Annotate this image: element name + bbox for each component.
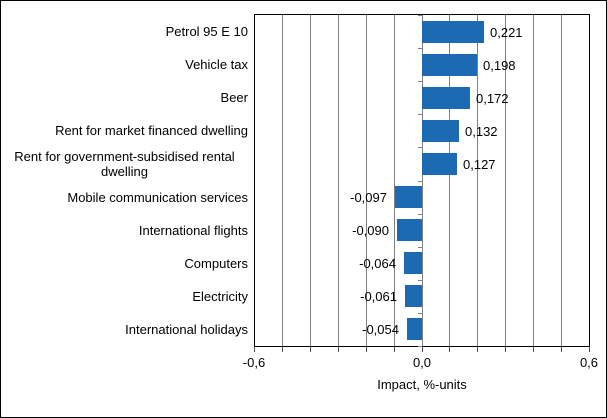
- category-tick: [418, 214, 422, 215]
- value-label: 0,172: [476, 90, 509, 106]
- category-tick: [418, 114, 422, 115]
- bar: [422, 21, 484, 43]
- gridline: [366, 15, 367, 346]
- bar: [407, 318, 422, 340]
- x-tick: [338, 347, 339, 352]
- gridline: [338, 15, 339, 346]
- x-axis-title: Impact, %-units: [377, 377, 467, 392]
- category-label: Mobile communication services: [67, 190, 248, 205]
- x-tick-label: -0,6: [242, 355, 266, 370]
- category-tick: [418, 181, 422, 182]
- gridline: [561, 15, 562, 346]
- x-tick: [505, 347, 506, 352]
- category-label: Rent for government-subsidised rental dw…: [14, 148, 235, 179]
- category-tick: [418, 247, 422, 248]
- category-tick: [418, 147, 422, 148]
- gridline: [422, 15, 423, 346]
- category-tick: [418, 48, 422, 49]
- bar: [422, 120, 459, 142]
- x-tick-label: 0,0: [412, 355, 432, 370]
- bar: [422, 153, 457, 175]
- category-label: Computers: [184, 256, 248, 271]
- gridline: [533, 15, 534, 346]
- x-tick: [366, 347, 367, 352]
- bar: [397, 219, 422, 241]
- x-tick: [394, 347, 395, 352]
- value-label: -0,061: [360, 288, 397, 304]
- category-label: International flights: [138, 223, 248, 238]
- value-label: -0,054: [362, 321, 399, 337]
- gridline: [505, 15, 506, 346]
- category-tick: [418, 15, 422, 16]
- x-tick: [282, 347, 283, 352]
- category-label: Electricity: [192, 289, 248, 304]
- gridline: [394, 15, 395, 346]
- category-tick: [418, 313, 422, 314]
- category-tick: [418, 81, 422, 82]
- gridline: [282, 15, 283, 346]
- category-label: Vehicle tax: [185, 57, 248, 72]
- x-tick: [449, 347, 450, 352]
- category-label: Petrol 95 E 10: [165, 24, 248, 39]
- gridline: [477, 15, 478, 346]
- value-label: 0,221: [490, 24, 523, 40]
- category-tick: [418, 346, 422, 347]
- x-tick: [422, 347, 423, 352]
- value-label: -0,064: [359, 255, 396, 271]
- value-label: -0,097: [350, 189, 387, 205]
- plot-area: [254, 14, 590, 347]
- gridline: [310, 15, 311, 346]
- value-label: 0,127: [463, 156, 496, 172]
- bar: [405, 285, 422, 307]
- category-tick: [418, 280, 422, 281]
- x-tick-label: 0,6: [579, 355, 599, 370]
- bar: [395, 186, 422, 208]
- value-label: 0,132: [465, 123, 498, 139]
- bar: [422, 87, 470, 109]
- x-tick: [561, 347, 562, 352]
- category-label: International holidays: [125, 322, 248, 337]
- bar: [422, 54, 477, 76]
- x-tick: [533, 347, 534, 352]
- gridline: [449, 15, 450, 346]
- category-label: Rent for market financed dwelling: [55, 123, 248, 138]
- x-tick: [589, 347, 590, 352]
- x-tick: [254, 347, 255, 352]
- category-label: Beer: [220, 90, 248, 105]
- x-tick: [310, 347, 311, 352]
- bar: [404, 252, 422, 274]
- x-tick: [477, 347, 478, 352]
- value-label: 0,198: [483, 57, 516, 73]
- value-label: -0,090: [352, 222, 389, 238]
